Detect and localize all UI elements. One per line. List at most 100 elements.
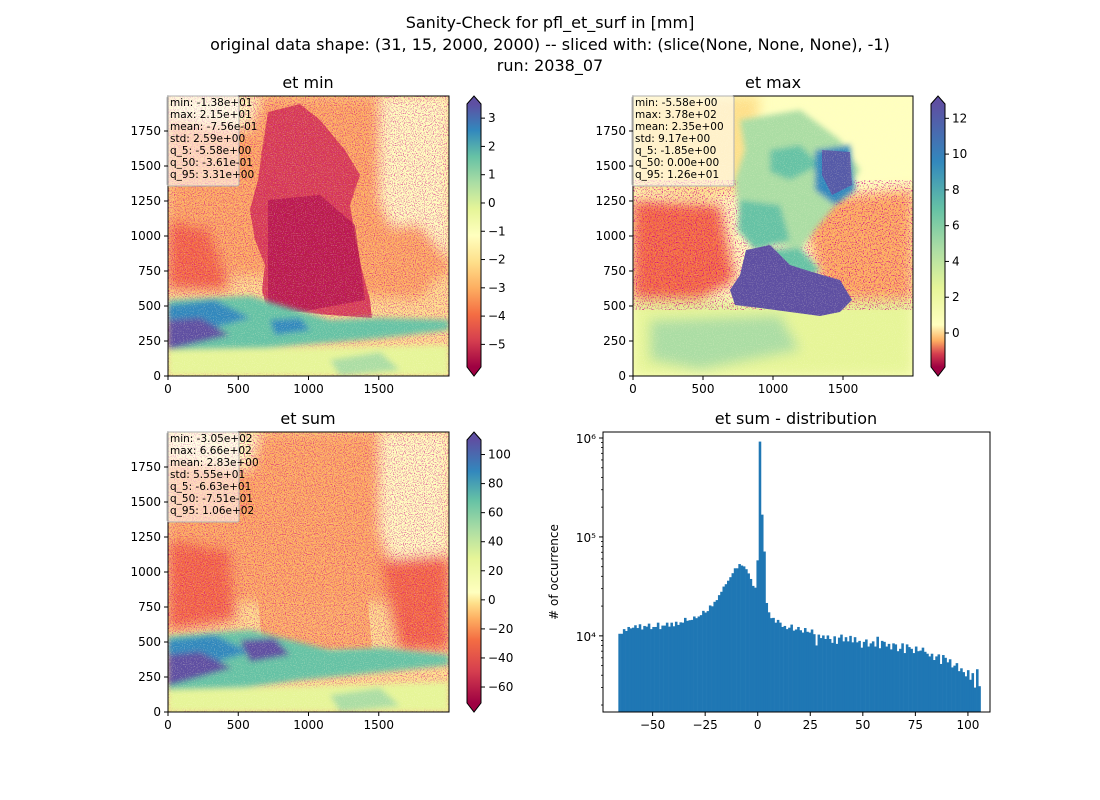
histogram-bar bbox=[665, 622, 669, 712]
histogram-bar bbox=[892, 643, 895, 712]
histogram-bar bbox=[808, 632, 812, 712]
y-tick-label: 10⁶ bbox=[576, 432, 596, 446]
panel-et-sum-stat-1: max: 6.66e+02 bbox=[170, 445, 252, 457]
colorbar-tick-label: 2 bbox=[952, 290, 960, 304]
x-tick-label: 1500 bbox=[828, 382, 859, 396]
histogram-bar bbox=[729, 577, 732, 712]
histogram-bar bbox=[713, 601, 716, 712]
histogram-bar bbox=[806, 631, 809, 712]
histogram-bar bbox=[727, 580, 730, 712]
y-tick-label: 250 bbox=[138, 334, 161, 348]
y-tick-label: 1000 bbox=[130, 565, 161, 579]
histogram-bar bbox=[765, 602, 769, 712]
histogram-bar bbox=[647, 623, 651, 712]
x-tick-label: 100 bbox=[956, 718, 979, 732]
histogram-bar bbox=[910, 648, 913, 712]
y-tick-label: 1250 bbox=[130, 530, 161, 544]
histogram-bar bbox=[670, 622, 673, 712]
histogram-bar bbox=[862, 641, 866, 712]
histogram-bar bbox=[962, 672, 965, 712]
y-tick-label: 1000 bbox=[595, 229, 626, 243]
colorbar-tick-label: −5 bbox=[488, 337, 506, 351]
colorbar-tick-label: 80 bbox=[488, 477, 503, 491]
histogram-bar bbox=[738, 564, 741, 712]
histogram-bar bbox=[815, 645, 818, 712]
histogram-bar bbox=[634, 625, 637, 712]
histogram-bar bbox=[869, 643, 873, 712]
x-tick-label: −25 bbox=[692, 718, 717, 732]
panel-et-max-axes: 0 500 1000 1500 0 250 500 750 1000 1250 1500 1750 bbox=[595, 124, 858, 396]
panel-et-sum-stat-2: mean: 2.83e+00 bbox=[170, 457, 259, 469]
y-tick-label: 1750 bbox=[130, 124, 161, 138]
histogram-bar bbox=[971, 673, 975, 712]
histogram-bar bbox=[706, 611, 710, 712]
histogram-bar bbox=[831, 642, 834, 712]
colorbar-tick-label: −3 bbox=[488, 281, 506, 295]
y-tick-label: 250 bbox=[138, 670, 161, 684]
y-tick-label: 750 bbox=[138, 264, 161, 278]
histogram-bar bbox=[966, 670, 970, 712]
histogram-bar bbox=[865, 639, 868, 712]
histogram-bar bbox=[964, 676, 968, 712]
histogram-bar bbox=[930, 653, 934, 712]
histogram-bar bbox=[899, 648, 902, 712]
histogram-bar bbox=[695, 618, 698, 712]
histogram-bar bbox=[645, 626, 649, 712]
histogram-bar bbox=[693, 616, 696, 712]
histogram-bar bbox=[885, 646, 889, 712]
colorbar-tick-label: 100 bbox=[488, 448, 511, 462]
histogram-bar bbox=[846, 641, 850, 712]
histogram-bar bbox=[801, 632, 805, 712]
histogram-bar bbox=[742, 566, 746, 712]
histogram-bar bbox=[942, 655, 945, 712]
y-tick-label: 1500 bbox=[130, 495, 161, 509]
histogram-bar bbox=[817, 634, 821, 712]
colorbar-tick-label: 2 bbox=[488, 139, 496, 153]
histogram-bar bbox=[813, 634, 816, 712]
histogram-bar bbox=[620, 633, 624, 712]
x-tick-label: 1500 bbox=[363, 718, 394, 732]
panel-et-sum-colorbar: −60 −40 −20 0 20 40 60 80 100 bbox=[466, 431, 513, 713]
histogram-bar bbox=[835, 643, 839, 712]
histogram-bar bbox=[880, 640, 884, 712]
histogram-bar bbox=[928, 656, 932, 712]
x-tick-label: 0 bbox=[629, 382, 637, 396]
colorbar-tick-label: 6 bbox=[952, 219, 960, 233]
panel-et-min-stat-1: max: 2.15e+01 bbox=[170, 109, 252, 121]
histogram-bar bbox=[858, 640, 861, 712]
histogram-ylabel: # of occurrence bbox=[547, 524, 561, 620]
colorbar-tick-label: 3 bbox=[488, 111, 496, 125]
colorbar-tick-label: 0 bbox=[488, 593, 496, 607]
histogram-bar bbox=[668, 626, 671, 712]
histogram-bar bbox=[656, 622, 660, 712]
histogram-bar bbox=[856, 642, 859, 712]
histogram-bar bbox=[826, 635, 830, 712]
panel-et-min: et min bbox=[130, 73, 505, 396]
histogram-bar bbox=[783, 625, 787, 712]
histogram-bar bbox=[849, 635, 852, 712]
x-tick-label: 1000 bbox=[293, 718, 324, 732]
panel-et-sum: et sum min: bbox=[130, 409, 513, 732]
y-tick-label: 0 bbox=[153, 369, 161, 383]
x-tick-label: 1000 bbox=[758, 382, 789, 396]
y-tick-label: 1500 bbox=[130, 159, 161, 173]
panel-et-min-stats-box: min: -1.38e+01 max: 2.15e+01 mean: -7.56… bbox=[166, 95, 257, 187]
x-tick-label: 0 bbox=[754, 718, 762, 732]
y-tick-label: 500 bbox=[138, 299, 161, 313]
histogram-bar bbox=[717, 595, 721, 712]
histogram-bar bbox=[652, 626, 655, 712]
panel-et-sum-stat-6: q_95: 1.06e+02 bbox=[170, 505, 254, 517]
histogram-bar bbox=[650, 629, 653, 712]
histogram-bar bbox=[643, 625, 646, 712]
histogram-bar bbox=[840, 634, 843, 712]
histogram-bar bbox=[749, 578, 753, 712]
y-tick-label: 750 bbox=[603, 264, 626, 278]
histogram-bar bbox=[622, 629, 626, 712]
histogram-bar bbox=[894, 644, 898, 712]
histogram-bar bbox=[745, 569, 748, 712]
figure-title-line-1: Sanity-Check for pfl_et_surf in [mm] bbox=[405, 13, 695, 32]
panel-et-max-stat-6: q_95: 1.26e+01 bbox=[635, 169, 719, 181]
panel-et-min-stat-6: q_95: 3.31e+00 bbox=[170, 169, 254, 181]
histogram-bar bbox=[937, 654, 941, 712]
